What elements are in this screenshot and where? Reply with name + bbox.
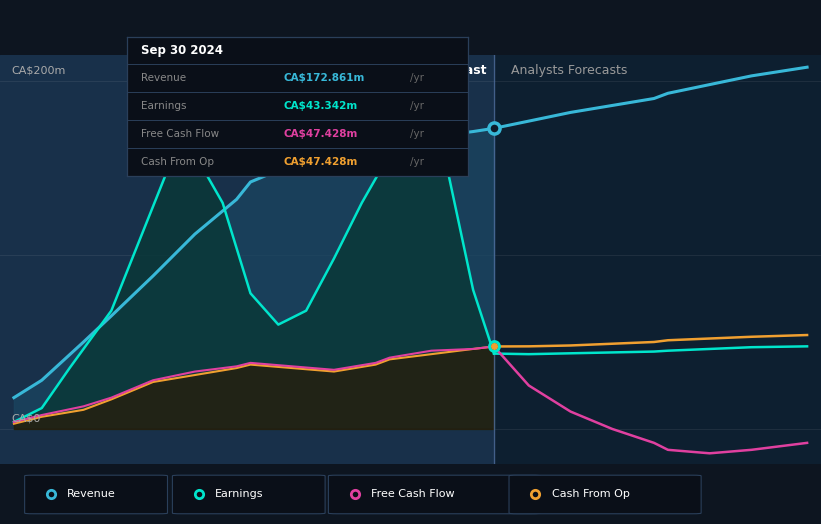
Bar: [0, 55, 494, 464]
FancyBboxPatch shape: [328, 475, 540, 514]
Text: /yr: /yr: [410, 73, 424, 83]
Text: CA$47.428m: CA$47.428m: [284, 157, 358, 167]
Text: Cash From Op: Cash From Op: [141, 157, 214, 167]
Bar: [494, 55, 821, 464]
Text: /yr: /yr: [410, 129, 424, 139]
Text: CA$43.342m: CA$43.342m: [284, 101, 358, 111]
Text: Revenue: Revenue: [67, 489, 116, 499]
Text: Cash From Op: Cash From Op: [552, 489, 630, 499]
Text: Free Cash Flow: Free Cash Flow: [141, 129, 219, 139]
Text: Revenue: Revenue: [141, 73, 186, 83]
Text: CA$172.861m: CA$172.861m: [284, 73, 365, 83]
Text: Past: Past: [456, 64, 487, 77]
Text: Free Cash Flow: Free Cash Flow: [371, 489, 455, 499]
Text: Sep 30 2024: Sep 30 2024: [141, 44, 222, 57]
FancyBboxPatch shape: [509, 475, 701, 514]
Text: Earnings: Earnings: [141, 101, 186, 111]
FancyBboxPatch shape: [25, 475, 167, 514]
Text: CA$0: CA$0: [11, 414, 40, 424]
Text: Earnings: Earnings: [215, 489, 264, 499]
Text: /yr: /yr: [410, 101, 424, 111]
Text: /yr: /yr: [410, 157, 424, 167]
Text: CA$47.428m: CA$47.428m: [284, 129, 358, 139]
Text: Analysts Forecasts: Analysts Forecasts: [511, 64, 627, 77]
Text: CA$200m: CA$200m: [11, 66, 66, 76]
FancyBboxPatch shape: [172, 475, 325, 514]
